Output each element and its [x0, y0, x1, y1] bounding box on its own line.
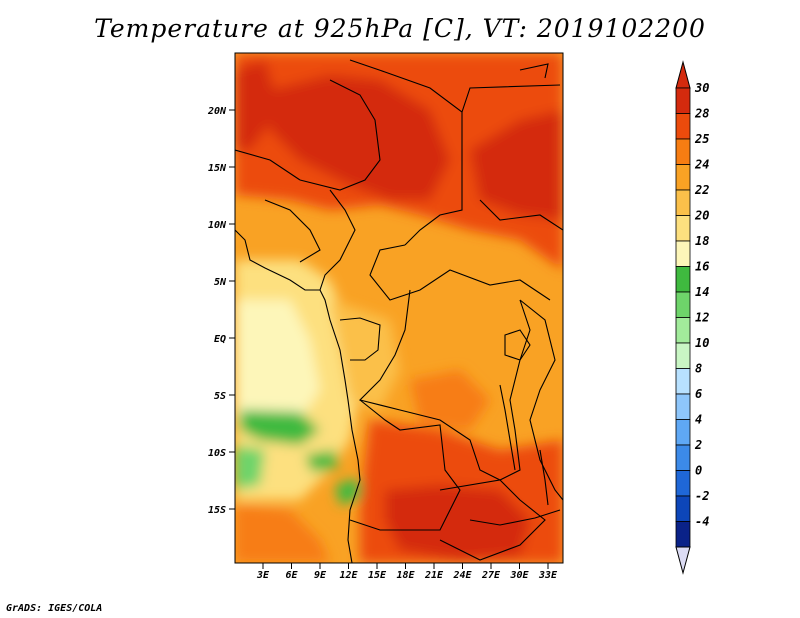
colorbar-label: 14: [695, 285, 709, 299]
angola-border: [349, 399, 461, 531]
lat-label: 10N: [208, 220, 227, 231]
lon-label: 33E: [538, 570, 558, 581]
colorbar-swatch: [675, 470, 691, 497]
colorbar-swatch: [675, 495, 691, 522]
colorbar-label: 24: [694, 158, 709, 172]
colorbar-swatch: [675, 266, 691, 293]
lon-label: 15E: [368, 570, 387, 581]
chart-title: Temperature at 925hPa [C], VT: 201910220…: [94, 14, 706, 43]
colorbar-swatch: [675, 368, 691, 395]
colorbar-label: 12: [695, 311, 709, 325]
colorbar-label: -2: [695, 489, 709, 503]
angola-zambia-core: [385, 485, 530, 560]
colorbar-swatch: [675, 393, 691, 420]
lon-label: 27E: [481, 570, 501, 581]
colorbar-swatch: [675, 419, 691, 446]
colorbar-label: 22: [694, 183, 709, 197]
central-warm: [410, 370, 490, 430]
lon-label: 9E: [314, 570, 327, 581]
colorbar-swatch: [675, 215, 691, 242]
lake-victoria: [504, 329, 531, 361]
map-field: [235, 53, 563, 563]
cool-patch-a: [240, 410, 320, 445]
zambia-border: [439, 479, 546, 561]
lon-label: 21E: [424, 570, 444, 581]
west-coastline: [235, 229, 361, 563]
colorbar-swatch: [675, 113, 691, 140]
colorbar-swatch: [675, 291, 691, 318]
drc-outline: [358, 289, 531, 481]
colorbar-swatch: [675, 189, 691, 216]
mali-border: [235, 149, 301, 181]
colorbar-label: 16: [695, 260, 709, 274]
colorbar-swatch: [675, 521, 691, 548]
colorbar-label: 4: [695, 413, 702, 427]
zambezi-border: [469, 509, 561, 526]
colorbar-label: 10: [695, 336, 709, 350]
lat-label: 15N: [208, 163, 227, 174]
east-lakes-border: [519, 299, 563, 501]
colorbar-label: 2: [694, 438, 702, 452]
colorbar-label: 6: [695, 387, 702, 401]
cool-patch-b: [235, 445, 265, 490]
lake-tanganyika: [499, 384, 516, 471]
sahara-core: [270, 75, 450, 200]
lon-label: 6E: [285, 570, 298, 581]
colorbar-swatch: [675, 164, 691, 191]
colorbar-swatch: [675, 444, 691, 471]
colorbar-swatch: [675, 87, 691, 114]
colorbar-bottom-arrow: [675, 546, 691, 575]
chad-car-border: [369, 244, 551, 301]
sudan-border: [461, 84, 561, 113]
colorbar-swatch: [675, 317, 691, 344]
colorbar-swatch: [675, 342, 691, 369]
sudan-core: [470, 110, 563, 220]
lon-label: 12E: [339, 570, 358, 581]
cool-patch-c: [305, 450, 338, 472]
map-frame: [234, 52, 564, 564]
lat-label: 5S: [214, 391, 226, 402]
libya-border: [349, 59, 463, 246]
lat-label: EQ: [214, 334, 226, 345]
atlantic-pale-zone: [235, 300, 320, 420]
nigeria-border: [264, 199, 321, 263]
west-coast-light: [330, 300, 400, 410]
sw-warm-coast: [235, 505, 330, 563]
lon-label: 30E: [509, 570, 529, 581]
lon-label: 24E: [452, 570, 472, 581]
lon-ticks: 3E 6E 9E 12E 15E 18E 21E 24E 27E 30E 33E: [256, 563, 558, 581]
north-ne-border: [519, 63, 549, 79]
lat-label: 10S: [208, 448, 226, 459]
cameroon-border: [319, 189, 356, 291]
lat-label: 5N: [214, 277, 227, 288]
colorbar-label: 28: [694, 107, 709, 121]
nw-core: [235, 60, 280, 150]
cool-patch-d: [335, 478, 362, 505]
niger-chad-border: [299, 79, 381, 191]
colorbar-label: 30: [694, 81, 709, 95]
lake-malawi: [539, 449, 549, 506]
lat-ticks: 20N 15N 10N 5N EQ 5S 10S 15S: [207, 106, 235, 516]
colorbar-label: 8: [695, 362, 702, 376]
grads-credit: GrADS: IGES/COLA: [6, 603, 103, 614]
colorbar-label: 0: [695, 464, 702, 478]
nile-border: [479, 199, 563, 231]
colorbar-label: 20: [694, 209, 709, 223]
lon-label: 18E: [396, 570, 415, 581]
lat-label: 15S: [208, 505, 226, 516]
lat-label: 20N: [207, 106, 227, 117]
colorbar-label: 18: [695, 234, 709, 248]
colorbar-swatch: [675, 240, 691, 267]
gabon-congo-border: [339, 317, 381, 361]
colorbar-top-arrow: [675, 60, 691, 89]
colorbar-label: -4: [695, 515, 709, 529]
lon-label: 3E: [256, 570, 270, 581]
country-boundaries: [235, 59, 563, 563]
colorbar-label: 25: [694, 132, 709, 146]
colorbar-swatch: [675, 138, 691, 165]
